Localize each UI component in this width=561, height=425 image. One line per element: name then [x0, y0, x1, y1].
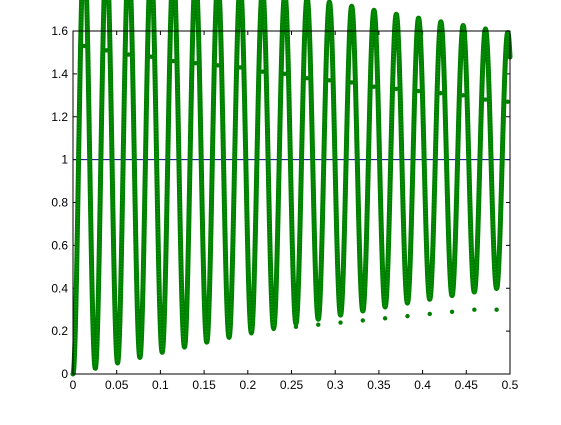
trough-point: [449, 309, 455, 315]
trough-point: [382, 316, 388, 321]
x-tick-label: 0: [70, 378, 77, 392]
y-tick-label: 0.6: [51, 238, 68, 252]
peak-point: [282, 71, 287, 77]
x-tick-label: 0.35: [367, 378, 391, 392]
peak-point: [416, 88, 421, 94]
peak-point: [438, 90, 443, 96]
x-tick-label: 0.45: [455, 378, 479, 392]
trough-point: [316, 322, 321, 327]
x-tick-label: 0.5: [502, 378, 519, 392]
peak-point: [327, 78, 332, 83]
trough-point: [472, 307, 477, 312]
trough-point: [93, 365, 98, 370]
trough-point: [159, 350, 165, 355]
trough-point: [427, 311, 432, 317]
y-tick-label: 0: [61, 367, 68, 381]
trough-point: [204, 339, 210, 345]
trough-point: [137, 354, 143, 360]
peak-point: [394, 86, 399, 92]
peak-point: [349, 80, 354, 85]
y-tick-label: 0.4: [51, 281, 68, 295]
x-tick-label: 0.15: [192, 378, 216, 392]
peak-point: [126, 52, 131, 57]
trough-point: [115, 361, 120, 366]
peak-point: [304, 75, 310, 81]
y-tick-label: 1.6: [51, 24, 68, 38]
peak-point: [148, 54, 154, 59]
peak-point: [483, 97, 488, 102]
x-tick-label: 0.1: [152, 378, 169, 392]
trough-point: [226, 335, 232, 340]
y-tick-label: 0.8: [51, 196, 68, 210]
trough-point: [271, 326, 276, 332]
peak-point: [215, 63, 221, 68]
response-curve-markers: [72, 0, 511, 375]
x-tick-label: 0.2: [239, 378, 256, 392]
trough-point: [405, 313, 410, 319]
trough-point: [293, 324, 299, 330]
peak-point: [505, 99, 510, 104]
peak-point: [104, 48, 109, 53]
y-tick-label: 1.2: [51, 110, 68, 124]
x-tick-label: 0.05: [105, 378, 129, 392]
y-tick-label: 0.2: [51, 324, 68, 338]
peak-point: [371, 84, 377, 89]
trough-point: [360, 318, 366, 323]
peak-point: [193, 60, 198, 66]
peak-point: [460, 93, 466, 98]
trough-point: [182, 343, 187, 349]
x-tick-label: 0.3: [327, 378, 344, 392]
axes-box: [72, 30, 511, 375]
peak-point: [171, 58, 176, 64]
y-tick-label: 1: [61, 153, 68, 167]
peak-point: [260, 69, 265, 74]
y-tick-label: 1.4: [51, 67, 68, 81]
x-tick-label: 0.25: [280, 378, 304, 392]
tick-labels: 0 0.05 0.1 0.15 0.2 0.25 0.3 0.35 0.4 0.45 0.5 0 0.2…: [51, 24, 518, 392]
x-tick-label: 0.4: [414, 378, 431, 392]
trough-point: [249, 331, 254, 336]
trough-point: [494, 307, 499, 312]
series-layer: [70, 0, 513, 377]
peak-point: [81, 43, 87, 49]
peak-point: [237, 65, 243, 70]
trough-point: [338, 320, 343, 325]
